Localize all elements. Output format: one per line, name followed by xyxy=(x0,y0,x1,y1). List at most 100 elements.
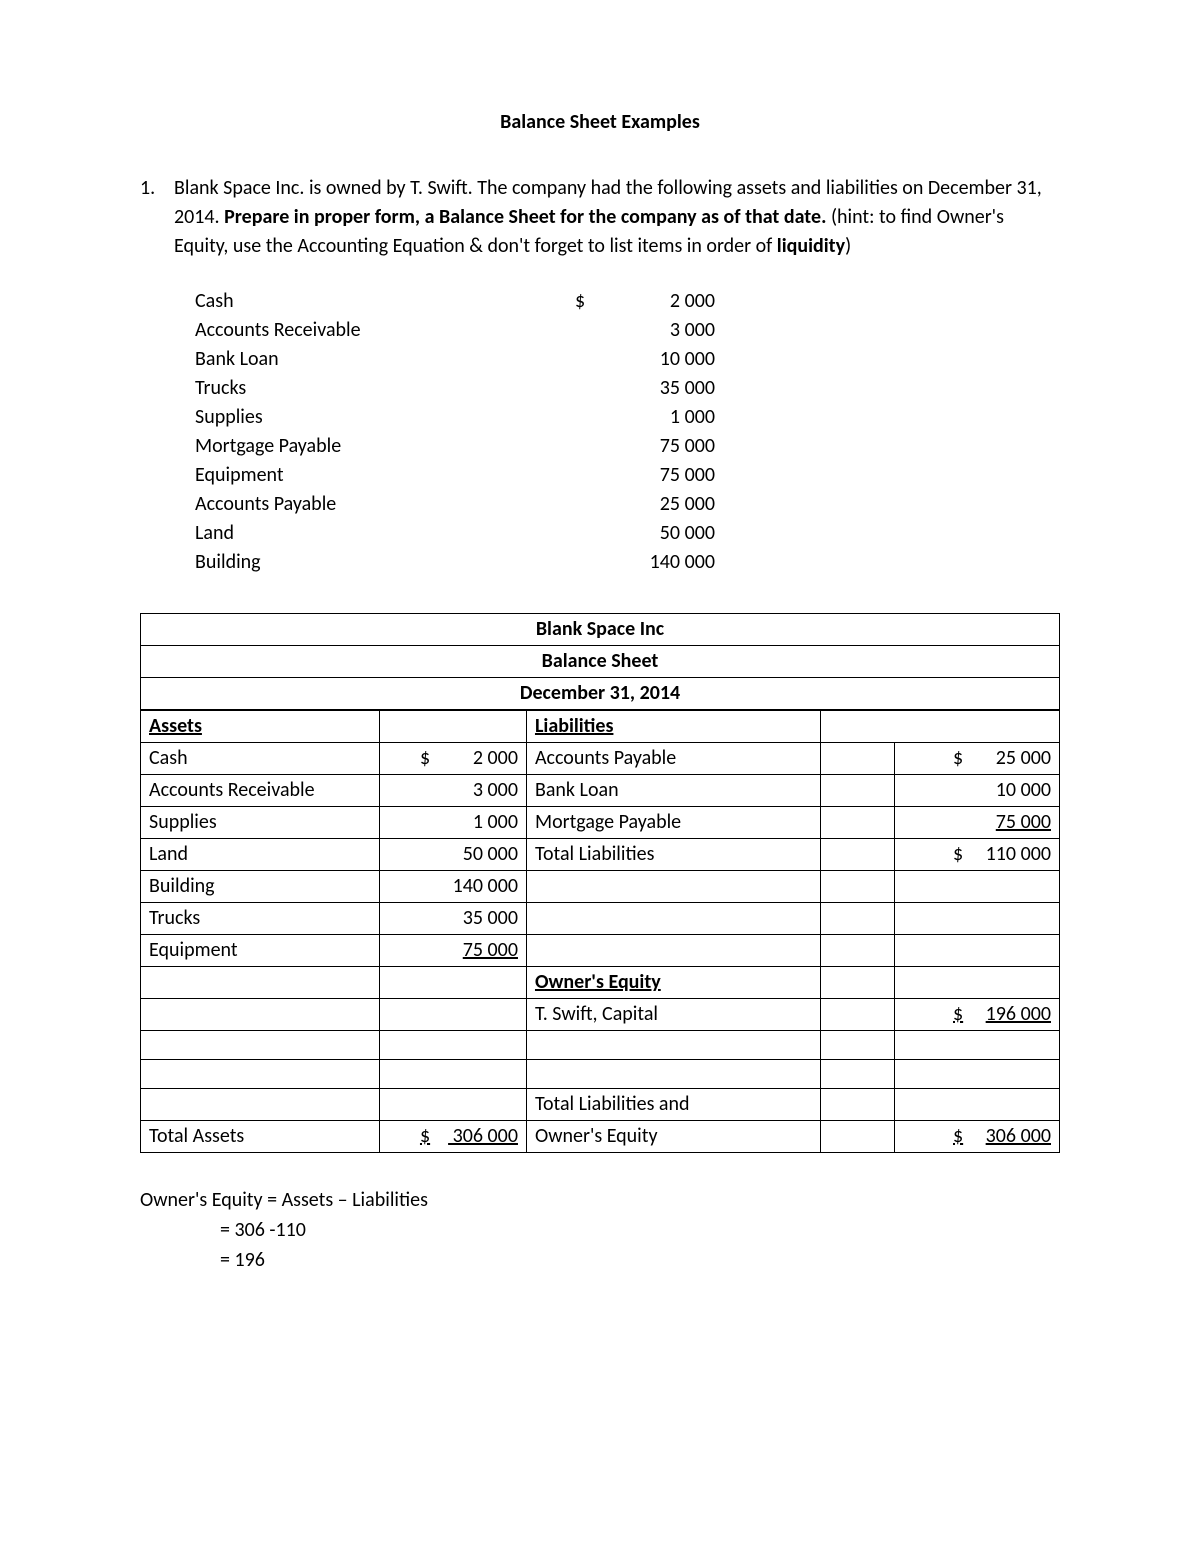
given-row: Building140 000 xyxy=(195,548,715,577)
calc-line-1: Owner's Equity = Assets – Liabilities xyxy=(140,1185,1060,1215)
amount-cell: 50 000 xyxy=(420,842,518,866)
total-liab-oe-label-2: Owner's Equity xyxy=(526,1121,820,1153)
given-label: Mortgage Payable xyxy=(195,432,575,461)
problem-hint-close: ) xyxy=(845,234,851,258)
blank-cell xyxy=(894,903,1059,935)
given-label: Accounts Payable xyxy=(195,490,575,519)
problem-statement: 1. Blank Space Inc. is owned by T. Swift… xyxy=(140,174,1060,261)
problem-text: Blank Space Inc. is owned by T. Swift. T… xyxy=(174,174,1060,261)
given-symbol xyxy=(575,519,605,548)
amount-cell: $2 000 xyxy=(420,746,518,770)
problem-number: 1. xyxy=(140,174,174,261)
blank-cell xyxy=(526,903,820,935)
given-row: Accounts Receivable3 000 xyxy=(195,316,715,345)
blank-cell xyxy=(821,1121,895,1153)
asset-value: 75 000 xyxy=(379,935,526,967)
asset-label: Trucks xyxy=(141,903,380,935)
blank-cell xyxy=(821,743,895,775)
blank-cell xyxy=(894,1031,1059,1060)
asset-label: Equipment xyxy=(141,935,380,967)
asset-value: 3 000 xyxy=(379,775,526,807)
amount-cell: 75 000 xyxy=(953,810,1051,834)
total-assets-label: Total Assets xyxy=(141,1121,380,1153)
given-symbol xyxy=(575,345,605,374)
amount-cell: 3 000 xyxy=(420,778,518,802)
calc-line-2: = 306 -110 xyxy=(220,1215,1060,1245)
liab-value: $25 000 xyxy=(894,743,1059,775)
total-assets-value: $ 306 000 xyxy=(379,1121,526,1153)
blank-cell xyxy=(141,1031,380,1060)
given-label: Cash xyxy=(195,287,575,316)
liab-label: Accounts Payable xyxy=(526,743,820,775)
sheet-company: Blank Space Inc xyxy=(141,614,1060,646)
amount-cell: $110 000 xyxy=(953,842,1051,866)
given-value: 2 000 xyxy=(605,287,715,316)
given-value: 75 000 xyxy=(605,461,715,490)
blank-cell xyxy=(379,1089,526,1121)
given-row: Accounts Payable 25 000 xyxy=(195,490,715,519)
blank-cell xyxy=(821,935,895,967)
amount-cell: $25 000 xyxy=(953,746,1051,770)
calc-line-3: = 196 xyxy=(220,1245,1060,1275)
blank-cell xyxy=(894,1089,1059,1121)
asset-label: Supplies xyxy=(141,807,380,839)
blank-cell xyxy=(821,807,895,839)
blank-cell xyxy=(821,710,1060,743)
problem-hint-bold: liquidity xyxy=(777,234,845,258)
capital-label: T. Swift, Capital xyxy=(526,999,820,1031)
amount-cell: 1 000 xyxy=(420,810,518,834)
given-value: 75 000 xyxy=(605,432,715,461)
given-label: Land xyxy=(195,519,575,548)
given-value: 1 000 xyxy=(605,403,715,432)
problem-instruction: Prepare in proper form, a Balance Sheet … xyxy=(224,205,826,229)
asset-value: 50 000 xyxy=(379,839,526,871)
total-liab-label: Total Liabilities xyxy=(526,839,820,871)
given-label: Trucks xyxy=(195,374,575,403)
given-row: Equipment75 000 xyxy=(195,461,715,490)
sheet-title: Balance Sheet xyxy=(141,646,1060,678)
blank-cell xyxy=(141,1060,380,1089)
total-liab-value: $110 000 xyxy=(894,839,1059,871)
given-value: 3 000 xyxy=(605,316,715,345)
total-liab-oe-label-1: Total Liabilities and xyxy=(526,1089,820,1121)
total-liab-oe-value: $306 000 xyxy=(894,1121,1059,1153)
blank-cell xyxy=(821,1089,895,1121)
capital-value: $196 000 xyxy=(894,999,1059,1031)
blank-cell xyxy=(526,1060,820,1089)
page: Balance Sheet Examples 1. Blank Space In… xyxy=(0,0,1200,1553)
amount-cell: 35 000 xyxy=(420,906,518,930)
blank-cell xyxy=(379,710,526,743)
given-row: Trucks 35 000 xyxy=(195,374,715,403)
given-symbol xyxy=(575,374,605,403)
blank-cell xyxy=(821,1060,895,1089)
given-value: 25 000 xyxy=(605,490,715,519)
blank-cell xyxy=(141,999,380,1031)
blank-cell xyxy=(379,967,526,999)
blank-cell xyxy=(526,935,820,967)
amount-cell: 140 000 xyxy=(420,874,518,898)
blank-cell xyxy=(526,1031,820,1060)
given-symbol xyxy=(575,490,605,519)
given-symbol xyxy=(575,432,605,461)
given-row: Supplies 1 000 xyxy=(195,403,715,432)
given-row: Land50 000 xyxy=(195,519,715,548)
given-value: 10 000 xyxy=(605,345,715,374)
blank-cell xyxy=(821,775,895,807)
blank-cell xyxy=(821,903,895,935)
balance-sheet-table: Blank Space Inc Balance Sheet December 3… xyxy=(140,613,1060,1153)
given-symbol xyxy=(575,548,605,577)
liab-value: 10 000 xyxy=(894,775,1059,807)
asset-value: 140 000 xyxy=(379,871,526,903)
amount-cell: 10 000 xyxy=(953,778,1051,802)
blank-cell xyxy=(141,1089,380,1121)
blank-cell xyxy=(821,839,895,871)
given-symbol xyxy=(575,461,605,490)
asset-label: Cash xyxy=(141,743,380,775)
assets-header: Assets xyxy=(141,710,380,743)
asset-value: $2 000 xyxy=(379,743,526,775)
blank-cell xyxy=(821,1031,895,1060)
liab-value: 75 000 xyxy=(894,807,1059,839)
asset-label: Land xyxy=(141,839,380,871)
given-label: Supplies xyxy=(195,403,575,432)
given-value: 35 000 xyxy=(605,374,715,403)
